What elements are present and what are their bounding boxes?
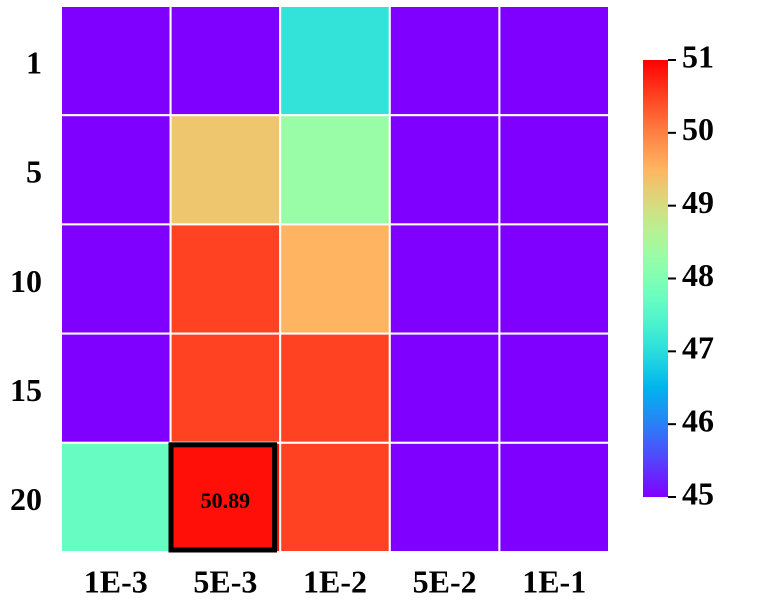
colorbar-tick-label: 45 [682,475,714,511]
heatmap-cell [388,223,501,335]
heatmap-cell [498,114,610,226]
y-tick-label: 15 [10,372,42,408]
colorbar-tick-label: 50 [682,111,714,147]
heatmap-cell [60,5,172,117]
colorbar-tick-label: 51 [682,38,714,74]
heatmap-cell [498,441,610,553]
y-tick-label: 20 [10,481,42,517]
heatmap-cell [498,5,610,117]
y-tick-label: 5 [26,154,42,190]
heatmap-cell [498,332,610,444]
x-tick-label: 1E-2 [303,563,367,599]
colorbar-tick-label: 48 [682,257,714,293]
heatmap-cell [60,332,172,444]
colorbar-tick-label: 47 [682,330,714,366]
heatmap-cell [279,5,391,117]
heatmap-cell [279,332,391,444]
heatmap-cell [60,114,172,226]
heatmap-cell [60,441,172,553]
colorbar-tick-label: 49 [682,184,714,220]
x-tick-label: 5E-2 [413,563,477,599]
heatmap-cell [169,5,282,117]
colorbar-tick-label: 46 [682,403,714,439]
heatmap-cell [279,114,391,226]
heatmap-cell [388,332,501,444]
heatmap-cell [279,223,391,335]
heatmap-cell [388,441,501,553]
heatmap-cell [388,114,501,226]
x-tick-label: 1E-3 [84,563,148,599]
x-tick-label: 1E-1 [522,563,586,599]
colorbar [643,60,668,497]
heatmap-cell [60,223,172,335]
heatmap-cell [169,441,282,553]
y-tick-label: 1 [26,44,42,80]
heatmap-cell [169,332,282,444]
heatmap-cell [169,114,282,226]
heatmap-cell [388,5,501,117]
heatmap-cell [169,223,282,335]
x-tick-label: 5E-3 [193,563,257,599]
heatmap-cell [498,223,610,335]
cell-value-label: 50.89 [201,488,251,513]
highlight-box [168,442,278,553]
y-tick-label: 10 [10,263,42,299]
heatmap-cell [279,441,391,553]
